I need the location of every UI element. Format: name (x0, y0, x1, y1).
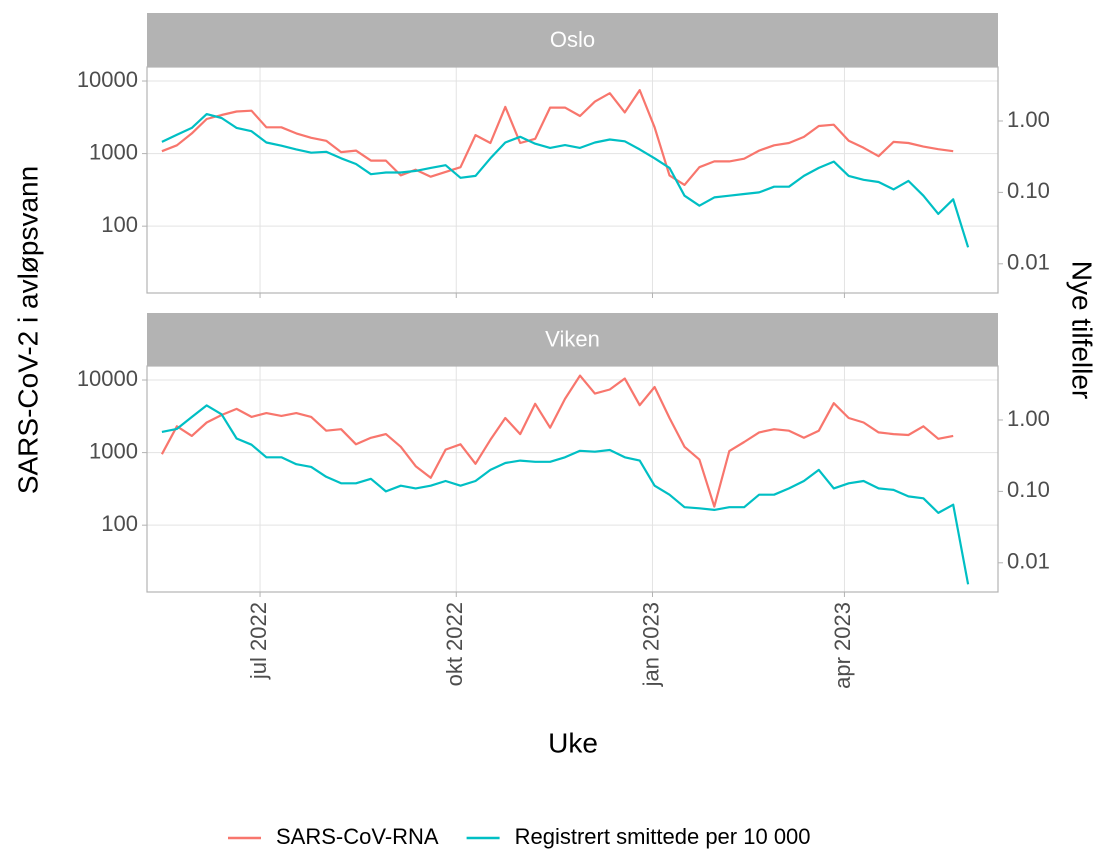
series-line (161, 89, 954, 186)
y2-tick-label: 0.10 (1007, 178, 1050, 203)
panel-border (146, 365, 999, 593)
series-line (161, 113, 970, 248)
y-tick-label: 10000 (77, 67, 138, 92)
y-axis-label: SARS-CoV-2 i avløpsvann (12, 166, 43, 494)
y2-tick-label: 0.01 (1007, 250, 1050, 275)
facet-title: Oslo (550, 27, 595, 52)
x-axis-label: Uke (548, 727, 598, 758)
facet-strip (147, 313, 998, 366)
y2-tick-label: 1.00 (1007, 107, 1050, 132)
x-tick-label: apr 2023 (830, 602, 855, 689)
y2-tick-label: 1.00 (1007, 406, 1050, 431)
y-tick-label: 1000 (89, 438, 138, 463)
y-tick-label: 10000 (77, 366, 138, 391)
series-line (160, 374, 954, 508)
x-tick-label: jan 2023 (638, 602, 663, 687)
legend-label: Registrert smittede per 10 000 (515, 824, 811, 849)
y2-tick-label: 0.01 (1007, 549, 1050, 574)
y2-tick-label: 0.10 (1007, 477, 1050, 502)
facet-strip (147, 13, 998, 67)
series-line (161, 404, 970, 585)
y-tick-label: 1000 (89, 139, 138, 164)
x-tick-label: okt 2022 (442, 602, 467, 686)
legend-label: SARS-CoV-RNA (276, 824, 439, 849)
x-tick-label: jul 2022 (246, 602, 271, 680)
facet-title: Viken (545, 326, 600, 351)
panel-border (146, 66, 999, 294)
y-tick-label: 100 (101, 212, 138, 237)
y-tick-label: 100 (101, 511, 138, 536)
y2-axis-label: Nye tilfeller (1067, 261, 1098, 399)
